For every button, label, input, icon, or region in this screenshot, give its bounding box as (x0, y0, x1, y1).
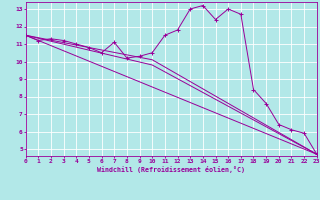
X-axis label: Windchill (Refroidissement éolien,°C): Windchill (Refroidissement éolien,°C) (97, 166, 245, 173)
